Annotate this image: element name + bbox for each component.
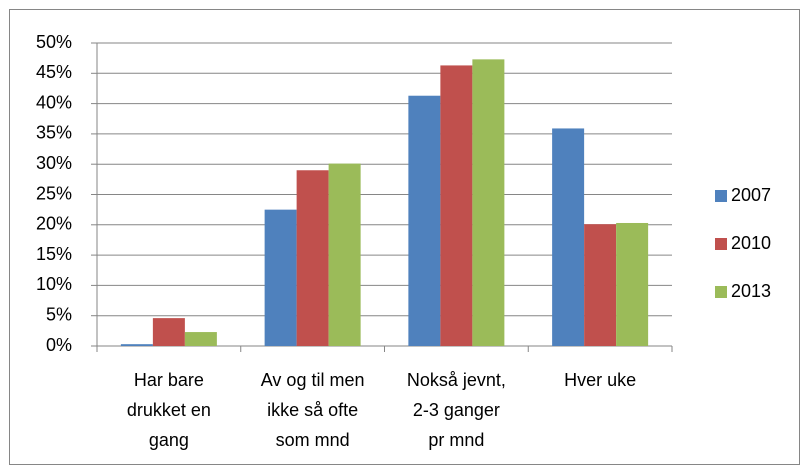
bar [472,59,505,346]
y-tick-label: 35% [36,123,72,143]
bar [552,128,585,346]
legend-swatch [715,238,727,250]
bar [440,65,473,346]
bar [120,344,153,346]
bar [296,170,329,346]
x-tick-label: Har bare drukket en gang [127,370,211,450]
bar [408,95,441,346]
legend-label: 2010 [731,233,771,253]
bar [264,209,297,346]
x-tick-label: Av og til men ikke så ofte som mnd [261,370,365,450]
bar [616,222,649,346]
y-tick-label: 20% [36,214,72,234]
bar [152,318,185,346]
y-tick-label: 5% [46,304,72,324]
bar [584,224,617,346]
legend-swatch [715,286,727,298]
y-tick-label: 10% [36,274,72,294]
bar [184,332,217,346]
y-tick-label: 15% [36,244,72,264]
y-tick-label: 30% [36,153,72,173]
x-tick-label: Nokså jevnt, 2-3 ganger pr mnd [407,370,506,450]
y-tick-label: 45% [36,62,72,82]
x-tick-label: Hver uke [564,370,636,390]
bar [328,163,361,346]
y-tick-label: 0% [46,335,72,355]
legend-swatch [715,190,727,202]
legend-label: 2013 [731,281,771,301]
y-tick-label: 40% [36,92,72,112]
chart-border [9,9,800,465]
y-tick-label: 25% [36,183,72,203]
legend-label: 2007 [731,185,771,205]
y-tick-label: 50% [36,32,72,52]
